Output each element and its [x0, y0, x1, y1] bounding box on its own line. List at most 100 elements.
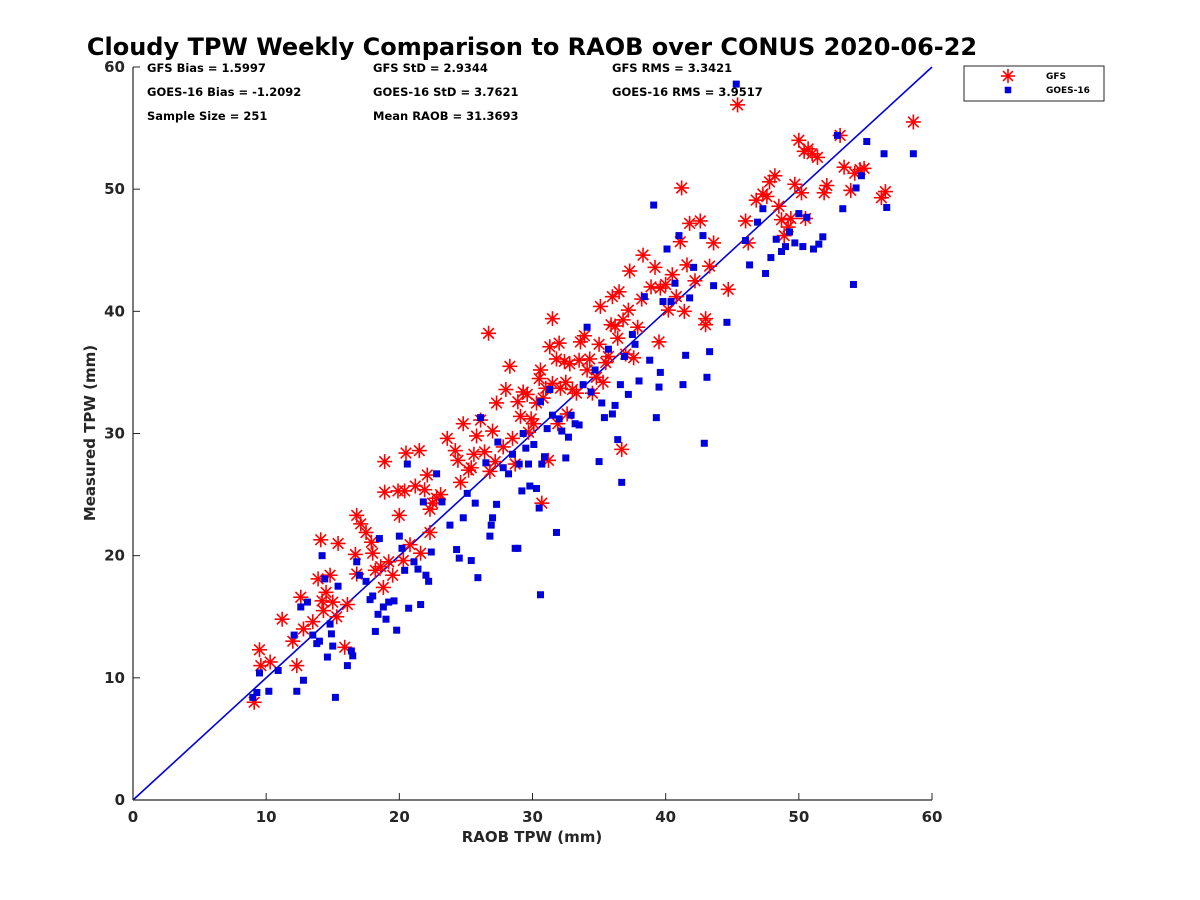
goes16-point	[579, 381, 587, 389]
legend: GFS GOES-16	[963, 65, 1105, 102]
goes16-point	[265, 687, 273, 695]
y-tick-label: 10	[104, 669, 125, 687]
goes16-point	[667, 298, 675, 306]
goes16-point	[909, 150, 917, 158]
gfs-point	[591, 336, 607, 352]
gfs-point	[614, 441, 630, 457]
gfs-point	[519, 386, 535, 402]
legend-box	[963, 65, 1105, 102]
goes16-point	[546, 386, 554, 394]
gfs-point	[856, 160, 872, 176]
gfs-point	[466, 446, 482, 462]
goes16-point	[489, 514, 497, 522]
goes16-point	[791, 239, 799, 247]
goes16-point	[857, 172, 865, 180]
goes16-point	[477, 414, 485, 422]
goes16-point	[809, 245, 817, 253]
gfs-point	[604, 289, 620, 305]
y-axis-label: Measured TPW (mm)	[81, 345, 99, 521]
stat-sample-size: Sample Size = 251	[147, 109, 267, 123]
points-layer	[246, 80, 921, 710]
stat-goes-std: GOES-16 StD = 3.7621	[373, 85, 518, 99]
goes16-point	[723, 318, 731, 326]
goes16-point	[329, 642, 337, 650]
gfs-point	[325, 594, 341, 610]
gfs-point	[417, 482, 433, 498]
gfs-point	[375, 579, 391, 595]
goes16-point	[518, 487, 526, 495]
gfs-point	[419, 467, 435, 483]
goes16-point	[493, 500, 501, 508]
gfs-point	[664, 267, 680, 283]
goes16-point	[536, 398, 544, 406]
gfs-point	[505, 430, 521, 446]
goes16-point	[382, 615, 390, 623]
goes16-point	[315, 637, 323, 645]
goes16-point	[446, 521, 454, 529]
gfs-point	[651, 334, 667, 350]
goes16-point	[618, 478, 626, 486]
goes16-point	[795, 210, 803, 218]
goes16-point	[548, 411, 556, 419]
goes16-point	[772, 235, 780, 243]
chart-title: Cloudy TPW Weekly Comparison to RAOB ove…	[87, 33, 977, 61]
gfs-point	[422, 524, 438, 540]
goes16-point	[526, 482, 534, 490]
gfs-point	[395, 553, 411, 569]
goes16-point	[833, 131, 841, 139]
goes16-point	[880, 150, 888, 158]
goes16-point	[782, 243, 790, 251]
gfs-point	[485, 423, 501, 439]
gfs-point	[658, 276, 674, 292]
gfs-point	[836, 159, 852, 175]
gfs-point	[422, 501, 438, 517]
gfs-point	[339, 597, 355, 613]
gfs-point	[455, 416, 471, 432]
goes16-point	[732, 80, 740, 88]
goes16-point	[347, 647, 355, 655]
goes16-point	[620, 353, 628, 361]
gfs-point	[551, 335, 567, 351]
gfs-point	[877, 184, 893, 200]
goes16-point	[815, 240, 823, 248]
goes16-point	[405, 604, 413, 612]
gfs-point	[411, 443, 427, 459]
gfs-point	[515, 384, 531, 400]
goes16-point	[253, 688, 261, 696]
goes16-point	[671, 279, 679, 287]
goes16-point	[349, 652, 357, 660]
goes16-point	[494, 438, 502, 446]
goes16-point	[515, 460, 523, 468]
gfs-point	[607, 318, 623, 334]
goes16-point	[754, 218, 762, 226]
gfs-point	[391, 507, 407, 523]
gfs-point	[447, 443, 463, 459]
gfs-point	[487, 454, 503, 470]
gfs-point	[635, 247, 651, 263]
goes16-point	[746, 261, 754, 269]
goes16-point	[699, 232, 707, 240]
goes16-point	[614, 436, 622, 444]
goes16-point	[514, 544, 522, 552]
goes16-point	[650, 201, 658, 209]
goes16-point	[583, 323, 591, 331]
stat-mean-raob: Mean RAOB = 31.3693	[373, 109, 519, 123]
goes16-point	[604, 345, 612, 353]
y-tick-label: 40	[104, 302, 125, 320]
gfs-point	[289, 658, 305, 674]
goes16-point	[331, 693, 339, 701]
goes16-point	[591, 366, 599, 374]
goes16-point	[525, 460, 533, 468]
gfs-point	[611, 284, 627, 300]
gfs-point	[315, 603, 331, 619]
series-gfs	[246, 97, 921, 710]
gfs-point	[771, 198, 787, 214]
gfs-point	[759, 188, 775, 204]
gfs-point	[793, 185, 809, 201]
goes16-point	[417, 601, 425, 609]
goes16-point	[505, 470, 513, 478]
goes16-point	[438, 498, 446, 506]
gfs-point	[439, 430, 455, 446]
goes16-point	[799, 243, 807, 251]
goes16-point	[393, 626, 401, 634]
